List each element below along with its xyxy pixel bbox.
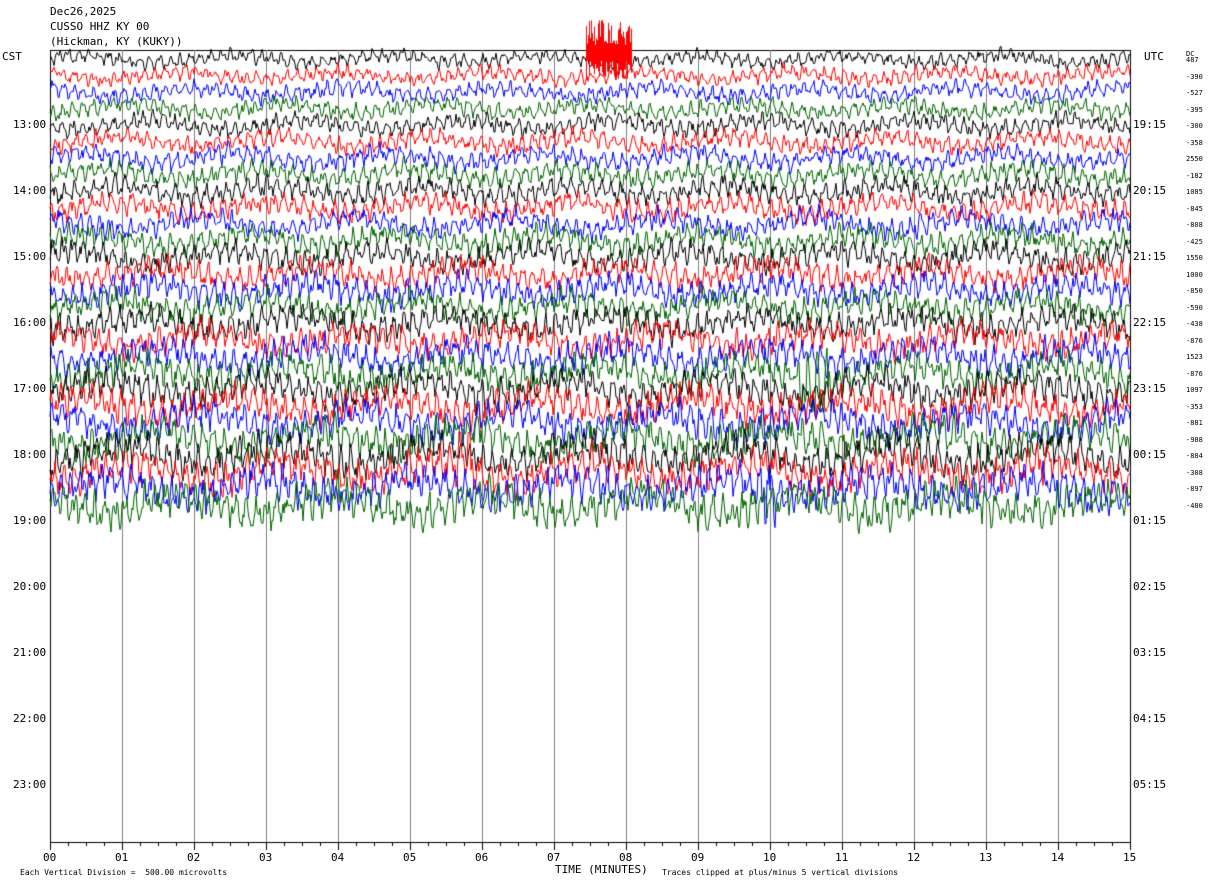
dc-offset-label: -876: [1186, 336, 1203, 345]
dc-offset-label: -438: [1186, 320, 1203, 328]
x-tick-label: 12: [907, 851, 921, 864]
x-tick-label: 05: [403, 851, 417, 864]
dc-offset-label: 1523: [1186, 353, 1203, 361]
dc-offset-label: -850: [1186, 287, 1203, 295]
dc-offset-label: -527: [1186, 89, 1203, 97]
right-hour-label: 22:15: [1133, 316, 1167, 329]
station-label: CUSSO HHZ KY 00: [50, 20, 150, 33]
dc-offset-label: 1550: [1186, 254, 1203, 262]
location-label: (Hickman, KY (KUKY)): [50, 35, 183, 48]
right-hour-label: 19:15: [1133, 118, 1167, 131]
right-hour-label: 02:15: [1133, 580, 1167, 593]
x-tick-label: 15: [1123, 851, 1137, 864]
date-label: Dec26,2025: [50, 5, 117, 18]
dc-offset-label: 1085: [1186, 188, 1203, 196]
right-hour-label: 04:15: [1133, 712, 1167, 725]
x-tick-label: 13: [979, 851, 993, 864]
left-hour-label: 17:00: [13, 382, 47, 395]
x-axis-title: TIME (MINUTES): [555, 863, 648, 876]
dc-offset-label: -884: [1186, 452, 1203, 460]
right-hour-label: 01:15: [1133, 514, 1167, 527]
right-hour-label: 00:15: [1133, 448, 1167, 461]
left-zone-label: CST: [2, 50, 22, 63]
x-tick-label: 02: [187, 851, 201, 864]
right-hour-label: 05:15: [1133, 778, 1167, 791]
x-tick-label: 10: [763, 851, 777, 864]
x-tick-label: 06: [475, 851, 489, 864]
right-hour-label: 21:15: [1133, 250, 1167, 263]
x-tick-label: 08: [619, 851, 633, 864]
x-tick-label: 14: [1051, 851, 1065, 864]
dc-offset-label: -353: [1186, 402, 1203, 411]
x-tick-label: 07: [547, 851, 561, 864]
left-hour-label: 18:00: [13, 448, 47, 461]
x-tick-label: 00: [43, 851, 57, 864]
dc-offset-label: 2550: [1186, 155, 1203, 163]
dc-offset-label: -308: [1186, 468, 1203, 477]
dc-offset-label: -897: [1186, 485, 1203, 493]
left-hour-label: 20:00: [13, 580, 47, 593]
dc-offset-label: -808: [1186, 221, 1203, 229]
x-tick-label: 03: [259, 851, 273, 864]
dc-offset-label: -300: [1186, 122, 1203, 130]
dc-offset-label: -358: [1186, 138, 1203, 147]
dc-offset-label: -390: [1186, 72, 1203, 81]
dc-offset-label: -845: [1186, 204, 1203, 213]
left-hour-label: 22:00: [13, 712, 47, 725]
clip-note: Traces clipped at plus/minus 5 vertical …: [662, 868, 899, 877]
scale-note: Each Vertical Division = 500.00 microvol…: [20, 868, 228, 877]
right-zone-label: UTC: [1144, 50, 1164, 63]
dc-offset-label: -480: [1186, 501, 1203, 510]
left-hour-label: 19:00: [13, 514, 47, 527]
left-hour-label: 23:00: [13, 778, 47, 791]
x-tick-label: 11: [835, 851, 849, 864]
left-hour-label: 13:00: [13, 118, 47, 131]
left-hour-label: 14:00: [13, 184, 47, 197]
x-tick-label: 01: [115, 851, 129, 864]
dc-offset-label: -182: [1186, 171, 1203, 180]
dc-offset-label: -881: [1186, 419, 1203, 427]
left-hour-label: 21:00: [13, 646, 47, 659]
right-hour-label: 03:15: [1133, 646, 1167, 659]
left-hour-label: 16:00: [13, 316, 47, 329]
dc-offset-label: -876: [1186, 369, 1203, 378]
dc-offset-label: -988: [1186, 435, 1203, 444]
right-hour-label: 20:15: [1133, 184, 1167, 197]
right-hour-label: 23:15: [1133, 382, 1167, 395]
dc-offset-label: -395: [1186, 105, 1203, 114]
left-hour-label: 15:00: [13, 250, 47, 263]
x-tick-label: 04: [331, 851, 345, 864]
dc-offset-label: 1000: [1186, 270, 1203, 279]
x-tick-label: 09: [691, 851, 705, 864]
dc-offset-label: 487: [1186, 56, 1199, 64]
dc-label: DC: [1186, 50, 1195, 58]
dc-offset-label: 1097: [1186, 386, 1203, 394]
dc-offset-label: -425: [1186, 237, 1203, 246]
dc-offset-label: -590: [1186, 303, 1203, 312]
